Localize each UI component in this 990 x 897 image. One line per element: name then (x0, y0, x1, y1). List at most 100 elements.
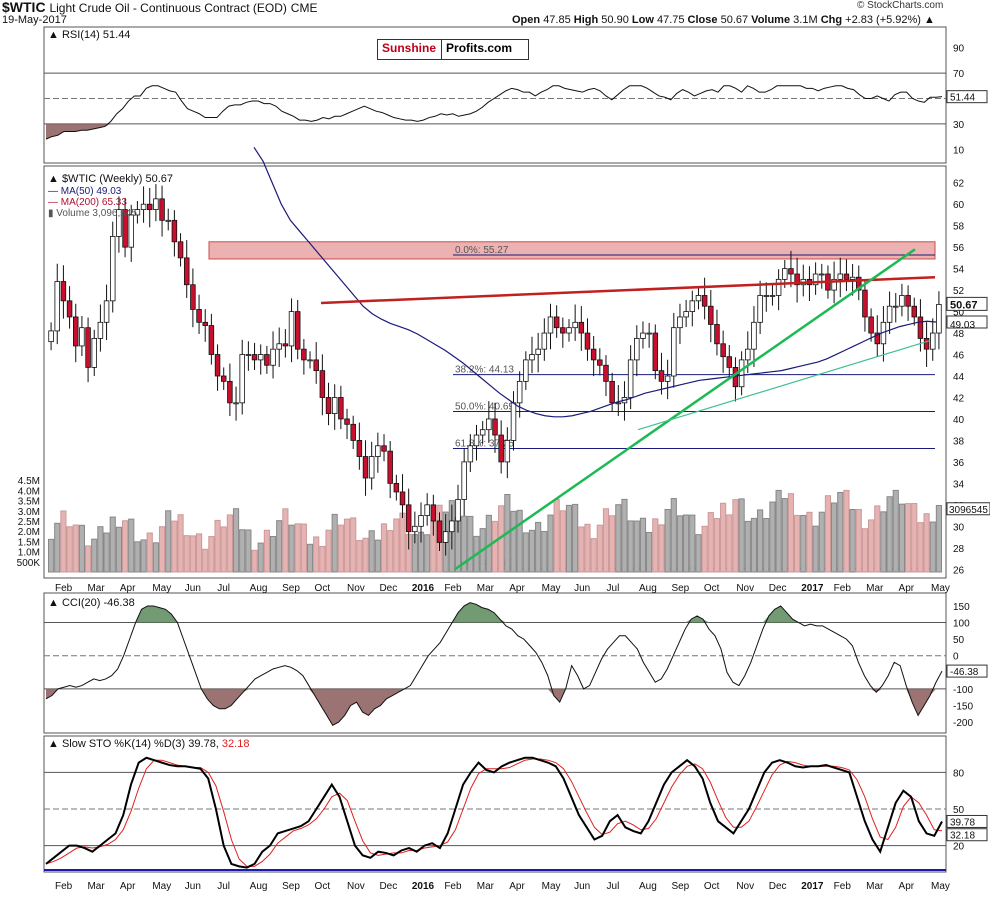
volume-bar (152, 542, 159, 573)
volume-bar (374, 539, 381, 573)
candle-up (640, 332, 646, 339)
volume-bar (849, 509, 856, 573)
volume-bar (843, 489, 850, 573)
candle-down (492, 418, 498, 436)
volume-bar (257, 542, 264, 573)
candle-down (220, 375, 227, 382)
candle-up (812, 273, 819, 286)
volume-bar (911, 503, 918, 573)
cci-tick-label: 50 (953, 635, 965, 646)
volume-bar (917, 522, 924, 573)
volume-last-box (946, 502, 990, 516)
price-last-box (946, 296, 988, 311)
volume-bar (214, 519, 221, 573)
volume-bar (880, 511, 887, 573)
price-x-label: May (542, 583, 561, 594)
volume-bar (707, 512, 714, 573)
candle-up (79, 327, 85, 347)
candle-down (202, 321, 208, 326)
sto-x-label: 2017 (801, 881, 824, 892)
volume-bar (646, 531, 653, 573)
price-x-label: Mar (866, 583, 884, 594)
volume-bar (713, 518, 721, 573)
rsi-last-value: 51.44 (950, 93, 975, 104)
volume-bar (831, 502, 838, 573)
volume-bar (787, 493, 795, 573)
candle-down (146, 203, 153, 210)
candle-up (936, 303, 942, 334)
volume-bar (794, 514, 801, 573)
volume-bar (121, 520, 129, 573)
sto-x-label: Mar (866, 881, 884, 892)
volume-bar (689, 514, 696, 573)
volume-bar (670, 498, 677, 573)
sto-x-label: Nov (347, 881, 365, 892)
price-x-label: May (152, 583, 171, 594)
volume-bar (701, 525, 708, 573)
volume-bar (590, 538, 597, 573)
volume-bar (54, 522, 61, 573)
resistance-zone (208, 241, 936, 260)
candle-up (368, 456, 375, 479)
price-tick-label: 34 (953, 479, 965, 490)
candle-up (738, 359, 745, 388)
sto-x-label: Jul (217, 881, 230, 892)
candle-up (769, 295, 776, 297)
price-x-label: Sep (671, 583, 689, 594)
volume-bar (387, 530, 394, 573)
sto-x-label: Sep (671, 881, 689, 892)
candle-up (504, 440, 511, 463)
volume-bar (251, 549, 258, 573)
volume-tick-label: 500K (17, 558, 41, 569)
candle-down (196, 309, 202, 323)
volume-bar (874, 505, 881, 573)
candle-up (566, 327, 572, 334)
volume-bar (541, 530, 548, 573)
price-tick-label: 56 (953, 243, 965, 254)
volume-bar (343, 518, 351, 573)
fib-label: 50.0%: 40.69 (455, 402, 514, 413)
volume-bar (337, 524, 344, 573)
candle-up (424, 504, 430, 516)
volume-bar (115, 526, 122, 573)
volume-bar (565, 504, 573, 573)
volume-bar (535, 521, 542, 573)
volume-bar (300, 523, 307, 573)
price-tick-label: 50 (953, 308, 965, 319)
volume-bar (621, 498, 628, 573)
sto-x-label: Mar (87, 881, 105, 892)
volume-bar (47, 538, 55, 573)
stochastic-panel: 80 50 20 ▲ Slow STO %K(14) %D(3) 39.78, 32.… (44, 738, 988, 892)
candle-down (609, 380, 615, 404)
candle-up (541, 332, 548, 350)
price-tick-label: 28 (953, 544, 965, 555)
candle-up (849, 276, 856, 280)
candle-down (393, 482, 400, 493)
sto-x-label: Feb (55, 881, 73, 892)
candle-down (708, 305, 714, 325)
candle-down (862, 289, 868, 318)
volume-bar (763, 518, 770, 573)
rsi-tick-label: 10 (953, 145, 965, 156)
volume-bar (559, 510, 566, 573)
candle-down (788, 268, 794, 275)
ma50-line (253, 146, 937, 418)
candle-down (553, 316, 560, 329)
fib-label: 0.0%: 55.27 (455, 245, 509, 256)
low-value: 47.75 (656, 14, 685, 26)
volume-bar (898, 503, 906, 573)
credit[interactable]: © StockCharts.com (857, 0, 944, 11)
candle-down (301, 348, 307, 361)
triangle-up-icon: ▲ (924, 14, 935, 26)
candle-down (325, 397, 332, 414)
candle-up (54, 281, 60, 332)
volume-bar (584, 523, 591, 573)
candle-down (917, 316, 924, 339)
volume-bar (824, 495, 832, 573)
price-x-label: Mar (87, 583, 105, 594)
candle-up (523, 359, 529, 382)
candle-up (449, 520, 455, 533)
price-x-label: Jun (185, 583, 201, 594)
sto-x-label: Jul (607, 881, 620, 892)
sto-k-last-value: 39.78 (950, 817, 975, 828)
